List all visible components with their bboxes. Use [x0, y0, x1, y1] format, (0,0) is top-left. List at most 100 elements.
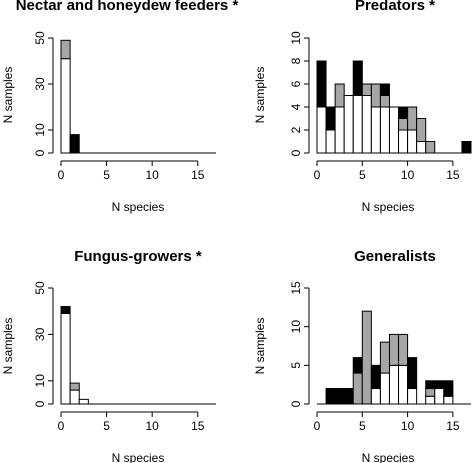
histogram-bar	[425, 388, 436, 397]
histogram-bar	[352, 95, 363, 154]
y-tick-label: 0	[289, 400, 303, 407]
histogram-bar	[316, 60, 327, 108]
histogram-bar	[370, 364, 381, 390]
x-axis-label: N species	[362, 200, 415, 214]
histogram-bar	[60, 313, 71, 405]
histogram-bar	[407, 129, 418, 154]
histogram-bar	[334, 106, 345, 154]
panel-generalists: Generalists 0 5 10 15 0 5 10 15 N species N sam…	[253, 248, 471, 463]
y-tick-label: 0	[33, 149, 47, 156]
y-tick-label: 30	[33, 77, 47, 91]
histogram-bar	[461, 141, 472, 154]
histogram-bar	[388, 333, 400, 366]
histogram-bar	[78, 398, 89, 405]
x-tick-label: 0	[314, 168, 321, 182]
y-tick-label: 6	[289, 80, 303, 87]
x-tick-label: 15	[446, 419, 460, 433]
y-tick-label: 50	[33, 281, 47, 295]
y-tick-label: 15	[289, 281, 303, 295]
histogram-bar	[379, 372, 390, 405]
y-axis-label: N samples	[253, 318, 267, 375]
x-tick-label: 10	[145, 419, 159, 433]
panel-title: Generalists	[354, 248, 436, 265]
y-tick-label: 5	[289, 362, 303, 369]
x-tick-label: 15	[191, 168, 205, 182]
histogram-bar	[343, 388, 354, 405]
histogram-bar	[370, 106, 381, 154]
histogram-bar	[379, 341, 390, 374]
histogram-bar	[407, 357, 418, 390]
histogram-bar	[361, 83, 372, 96]
x-tick-label: 10	[401, 419, 415, 433]
panel-title: Nectar and honeydew feeders *	[16, 0, 239, 14]
x-tick-label: 15	[191, 419, 205, 433]
histogram-bar	[379, 95, 390, 108]
histogram-bar	[325, 106, 336, 131]
panel-nectar-feeders: Nectar and honeydew feeders * 0 5 10 15 0 10 3…	[1, 0, 238, 214]
histogram-bar	[316, 106, 327, 154]
histogram-bar	[425, 141, 436, 154]
histogram-bar	[361, 310, 372, 405]
y-axis-label: N samples	[1, 67, 15, 124]
y-tick-label: 10	[289, 31, 303, 45]
histogram-bar	[352, 372, 363, 405]
histogram-bar	[425, 395, 436, 405]
y-axis-label: N samples	[253, 67, 267, 124]
histogram-bar	[398, 364, 409, 405]
y-tick-label: 10	[33, 374, 47, 388]
x-tick-label: 15	[446, 168, 460, 182]
y-tick-label: 50	[33, 31, 47, 45]
x-tick-label: 5	[359, 168, 366, 182]
histogram-bar	[443, 380, 454, 397]
histogram-bar	[69, 134, 80, 154]
histogram-bar	[388, 106, 400, 154]
y-tick-label: 10	[289, 320, 303, 334]
panel-fungus-growers: Fungus-growers * 0 5 10 15 0 10 30 50 N species…	[1, 248, 216, 463]
y-axis-label: N samples	[1, 318, 15, 375]
y-tick-label: 0	[33, 400, 47, 407]
histogram-bar	[352, 357, 363, 374]
x-axis-label: N species	[112, 200, 165, 214]
y-tick-label: 2	[289, 126, 303, 133]
x-axis-label: N species	[362, 451, 415, 463]
histogram-bar	[425, 380, 436, 390]
histogram-bar	[398, 106, 409, 119]
histogram-bar	[325, 129, 336, 154]
histogram-bar	[60, 58, 71, 154]
x-tick-label: 0	[314, 419, 321, 433]
histogram-bar	[370, 388, 381, 405]
histogram-bar	[416, 118, 427, 142]
x-axis-label: N species	[112, 451, 165, 463]
histogram-bar	[407, 106, 418, 131]
histogram-bar	[416, 141, 427, 154]
x-tick-label: 10	[401, 168, 415, 182]
histogram-bar	[69, 389, 80, 405]
histogram-bar	[60, 39, 71, 60]
histogram-bar	[434, 380, 445, 390]
histogram-bar	[398, 129, 409, 154]
histogram-bar	[407, 388, 418, 405]
panel-title: Predators *	[355, 0, 435, 14]
histogram-bar	[398, 333, 409, 366]
histogram-bar	[398, 118, 409, 131]
x-tick-label: 0	[58, 168, 65, 182]
histogram-bar	[69, 382, 80, 391]
panel-title: Fungus-growers *	[74, 248, 202, 265]
histogram-bar	[443, 395, 454, 405]
y-tick-label: 0	[289, 149, 303, 156]
histogram-bar	[388, 364, 400, 405]
y-tick-label: 8	[289, 57, 303, 64]
histogram-bar	[325, 388, 336, 405]
histogram-bar	[434, 388, 445, 405]
histogram-bar	[60, 306, 71, 315]
histogram-bar	[352, 60, 363, 96]
x-tick-label: 10	[145, 168, 159, 182]
histogram-bar	[361, 95, 372, 154]
y-tick-label: 10	[33, 123, 47, 137]
histogram-bar	[334, 388, 345, 405]
y-tick-label: 30	[33, 327, 47, 341]
histogram-bar	[379, 83, 390, 96]
x-tick-label: 5	[103, 168, 110, 182]
x-tick-label: 0	[58, 419, 65, 433]
